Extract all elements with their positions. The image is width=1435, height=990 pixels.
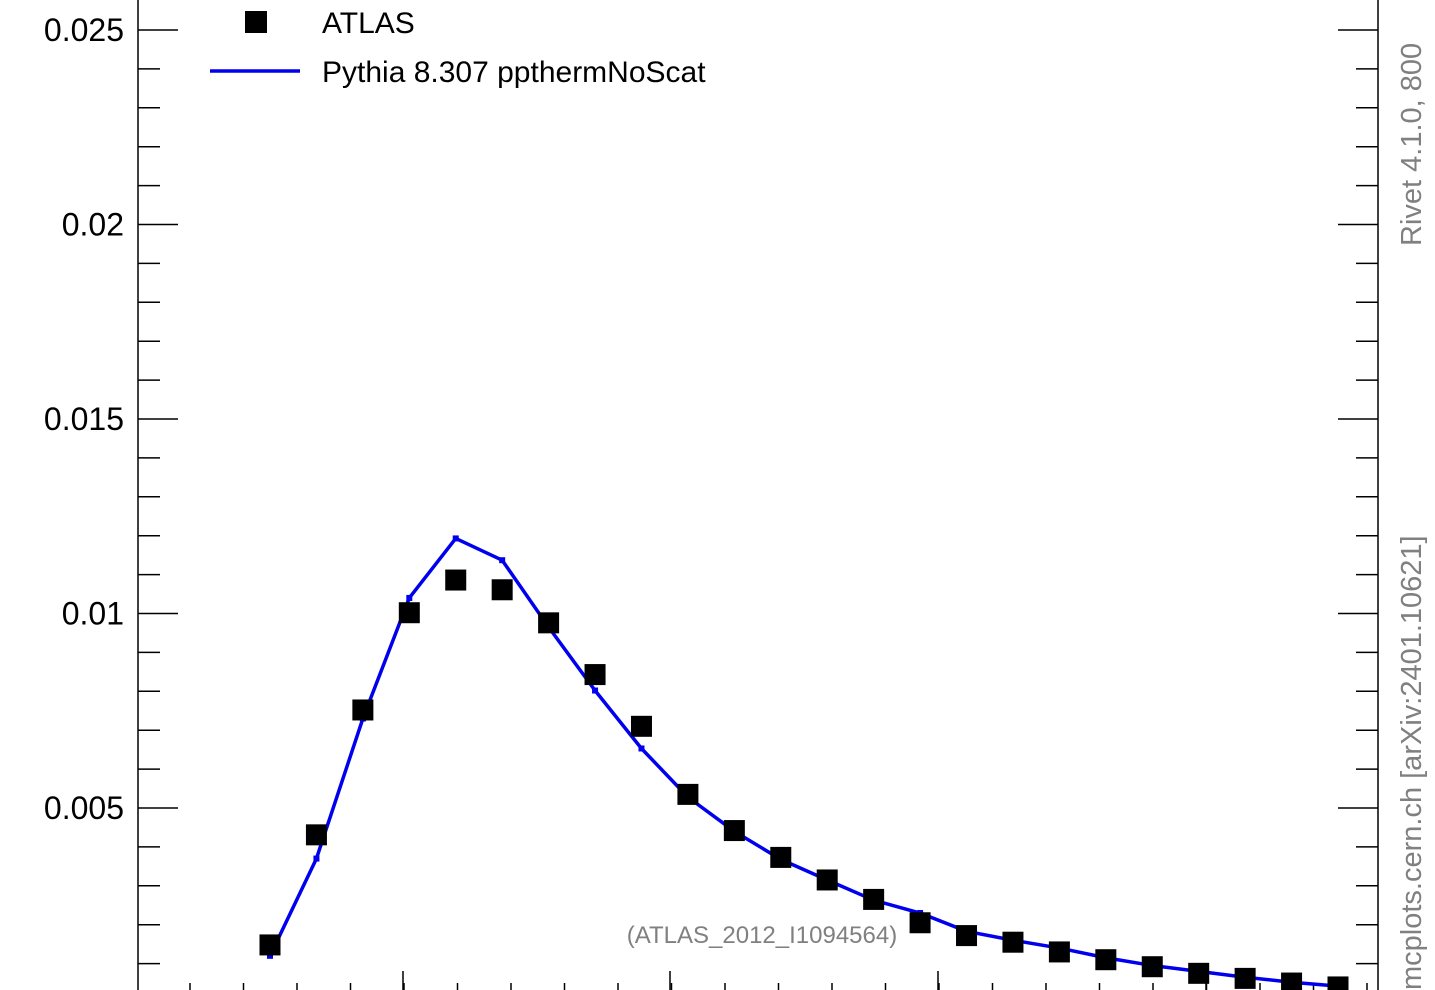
data-series <box>259 569 1349 990</box>
mc-point <box>406 594 413 601</box>
y-tick-label: 0.005 <box>44 790 124 826</box>
y-tick-label: 0.015 <box>44 401 124 437</box>
data-point <box>584 664 606 686</box>
mc-point <box>452 535 459 542</box>
plot-frame <box>137 0 1379 990</box>
data-point <box>723 820 745 842</box>
rivet-version-label: Rivet 4.1.0, 800 <box>1396 43 1428 246</box>
mc-line <box>268 536 1339 988</box>
legend-marker-atlas <box>245 11 267 33</box>
data-point <box>1095 949 1117 971</box>
data-point <box>538 612 560 634</box>
data-point <box>1188 962 1210 984</box>
data-point <box>909 912 931 934</box>
mcplots-credit-label: mcplots.cern.ch [arXiv:2401.10621] <box>1396 535 1428 990</box>
y-axis-tick-labels: 0.005 0.01 0.015 0.02 0.025 <box>44 12 124 826</box>
y-tick-label: 0.02 <box>62 207 124 243</box>
data-point <box>259 934 281 956</box>
y-axis-ticks <box>138 29 1378 965</box>
mc-point <box>313 855 320 862</box>
data-point <box>1234 967 1256 989</box>
x-axis-ticks <box>189 971 1368 990</box>
data-point <box>1048 941 1070 963</box>
legend-label-pythia: Pythia 8.307 ppthermNoScat <box>322 56 706 89</box>
data-point <box>305 824 327 846</box>
y-tick-label: 0.025 <box>44 12 124 48</box>
data-point <box>398 602 420 624</box>
data-point <box>1281 972 1303 990</box>
data-point <box>1002 931 1024 953</box>
data-point <box>630 715 652 737</box>
y-tick-label: 0.01 <box>62 596 124 632</box>
data-point <box>1141 956 1163 978</box>
mc-point <box>499 557 506 564</box>
data-point <box>677 783 699 805</box>
data-point <box>956 925 978 947</box>
data-point <box>816 869 838 891</box>
data-point <box>491 579 513 601</box>
data-point <box>770 846 792 868</box>
legend-label-atlas: ATLAS <box>322 7 415 40</box>
data-point <box>863 888 885 910</box>
mc-point <box>267 952 273 959</box>
mc-point <box>592 687 599 694</box>
data-point <box>1327 976 1349 990</box>
data-point <box>352 699 374 721</box>
analysis-label: (ATLAS_2012_I1094564) <box>627 922 897 949</box>
mc-point <box>638 745 645 752</box>
data-point <box>445 569 467 591</box>
legend: ATLAS Pythia 8.307 ppthermNoScat <box>210 7 706 89</box>
